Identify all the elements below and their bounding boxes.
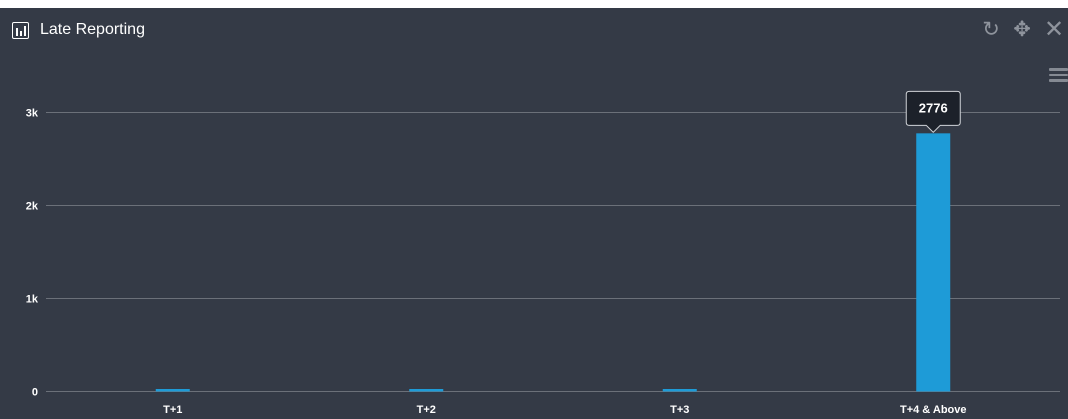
x-tick-label: T+2 (417, 404, 436, 416)
widget-header: Late Reporting ↻ ✥ ✕ (0, 8, 1068, 52)
tooltip-box (905, 90, 961, 134)
hamburger-menu-icon[interactable] (1049, 68, 1068, 82)
x-tick-label: T+1 (163, 404, 182, 416)
bar[interactable] (916, 133, 951, 392)
move-icon[interactable]: ✥ (1013, 18, 1031, 41)
x-tick-label: T+3 (670, 404, 689, 416)
bar[interactable] (155, 389, 190, 392)
value-tooltip: 2776 (905, 90, 961, 134)
late-reporting-widget: Late Reporting ↻ ✥ ✕ 0 1k 2k 3k T+1 T+2 T+3 T+4… (0, 8, 1068, 419)
bar[interactable] (662, 389, 697, 392)
y-tick-label: 0 (32, 387, 38, 399)
widget-title: Late Reporting (40, 21, 145, 38)
bar-chart: 0 1k 2k 3k T+1 T+2 T+3 T+4 & Above 2776 (26, 90, 1060, 416)
y-tick-label: 3k (26, 108, 39, 120)
bar[interactable] (409, 389, 444, 392)
x-tick-label: T+4 & Above (900, 404, 967, 416)
y-tick-label: 1k (26, 294, 39, 306)
bar-chart-icon (12, 22, 29, 39)
tooltip-value: 2776 (919, 100, 948, 115)
y-tick-label: 2k (26, 201, 39, 213)
close-icon[interactable]: ✕ (1043, 16, 1065, 43)
refresh-icon[interactable]: ↻ (982, 18, 1000, 41)
